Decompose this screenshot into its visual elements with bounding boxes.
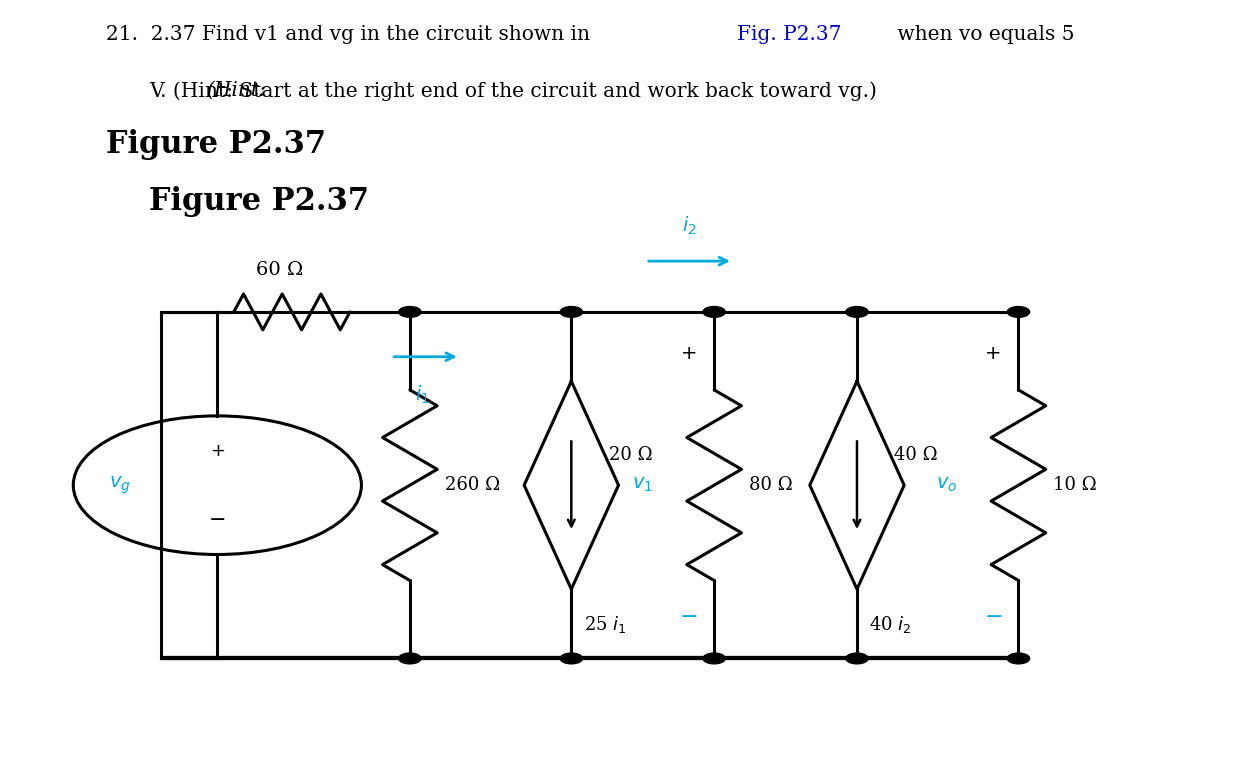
Text: when vo equals 5: when vo equals 5 — [891, 25, 1074, 44]
Text: +: + — [681, 344, 698, 363]
Circle shape — [560, 653, 582, 664]
Text: 260 Ω: 260 Ω — [445, 476, 499, 494]
Text: Fig. P2.37: Fig. P2.37 — [737, 25, 841, 44]
Circle shape — [399, 653, 421, 664]
Text: $i_1$: $i_1$ — [415, 384, 430, 406]
Text: $v_o$: $v_o$ — [935, 476, 958, 494]
Text: +: + — [210, 441, 225, 460]
Text: 60 Ω: 60 Ω — [256, 261, 303, 279]
Circle shape — [560, 306, 582, 317]
Circle shape — [1007, 653, 1030, 664]
Text: Figure P2.37: Figure P2.37 — [149, 186, 369, 218]
Text: V. (Hint: Start at the right end of the circuit and work back toward vg.): V. (Hint: Start at the right end of the … — [149, 81, 877, 100]
Circle shape — [1007, 306, 1030, 317]
Text: −: − — [209, 510, 226, 530]
Text: 25 $i_1$: 25 $i_1$ — [584, 614, 626, 634]
Text: −: − — [681, 607, 698, 627]
Text: +: + — [985, 344, 1002, 363]
Circle shape — [703, 653, 725, 664]
Circle shape — [703, 306, 725, 317]
Text: −: − — [985, 607, 1002, 627]
Text: 21.  2.37 Find v1 and vg in the circuit shown in: 21. 2.37 Find v1 and vg in the circuit s… — [106, 25, 596, 44]
Text: Figure P2.37: Figure P2.37 — [106, 129, 325, 160]
Text: 40 Ω: 40 Ω — [894, 447, 938, 464]
Circle shape — [846, 306, 868, 317]
Text: 80 Ω: 80 Ω — [749, 476, 792, 494]
Text: 10 Ω: 10 Ω — [1053, 476, 1097, 494]
Text: (Hint:: (Hint: — [206, 81, 266, 100]
Circle shape — [846, 653, 868, 664]
Text: 20 Ω: 20 Ω — [609, 447, 652, 464]
Text: $v_1$: $v_1$ — [632, 476, 652, 494]
Text: $i_2$: $i_2$ — [682, 215, 697, 237]
Text: $v_g$: $v_g$ — [109, 474, 130, 496]
Circle shape — [399, 306, 421, 317]
Text: 40 $i_2$: 40 $i_2$ — [869, 614, 912, 634]
